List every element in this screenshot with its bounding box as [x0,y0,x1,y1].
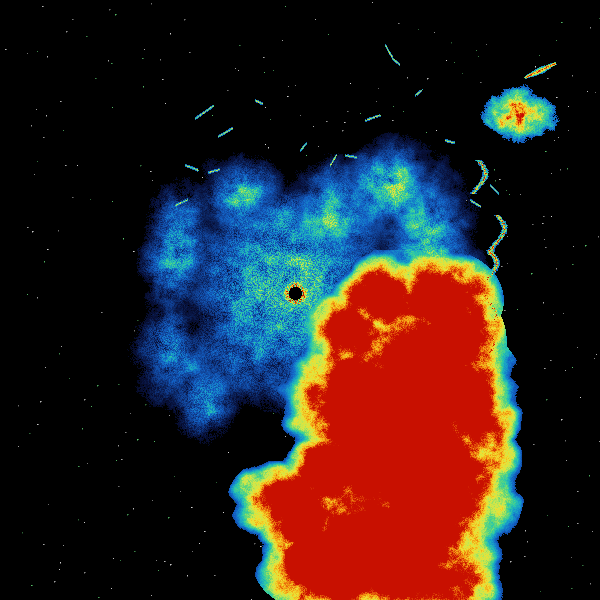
false-color-intensity-map [0,0,600,600]
image-viewport: False-color intensity map of extended di… [0,0,600,600]
